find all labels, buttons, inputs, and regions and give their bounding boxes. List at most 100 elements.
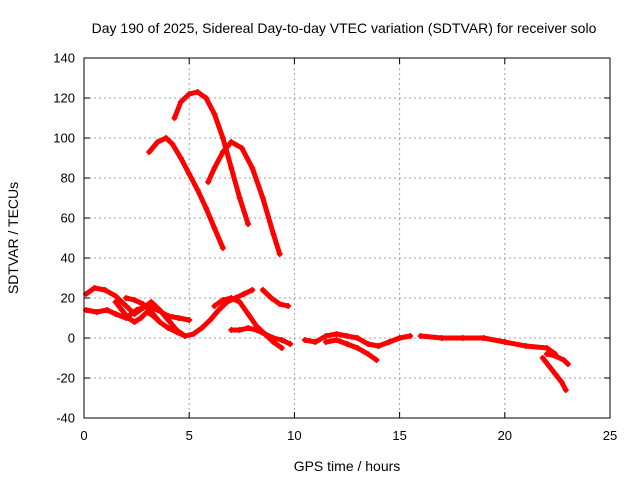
series-arc-16 [543,351,571,367]
data-point [245,325,252,331]
y-tick-label: 40 [61,251,75,266]
data-point [148,299,155,305]
data-point [139,301,146,307]
data-point [270,335,277,341]
data-point [259,287,266,293]
data-point [344,341,350,347]
data-point [562,387,569,393]
series-line [418,333,558,357]
data-point [365,341,372,347]
data-point [219,297,226,303]
series-arc-7 [123,295,188,339]
data-point [322,339,329,345]
series-line [260,287,291,309]
data-point [165,325,172,331]
series-arc-11 [259,287,292,309]
data-point [112,299,119,305]
data-point [396,335,403,341]
data-point [131,297,138,303]
y-tick-label: 120 [53,91,75,106]
data-point [112,293,119,299]
x-tick-label: 10 [287,428,301,443]
data-point [203,95,210,101]
data-point [125,315,132,321]
y-tick-label: 100 [53,131,75,146]
data-point [333,337,340,343]
data-point [407,333,414,339]
data-point [276,301,283,307]
y-tick-label: -40 [56,411,75,426]
x-tick-label: 0 [80,428,87,443]
series-arc-12 [301,331,414,349]
chart-title: Day 190 of 2025, Sidereal Day-to-day VTE… [92,20,597,36]
data-point [198,325,205,331]
data-point [552,353,559,359]
data-point [154,307,161,313]
data-point [156,319,163,325]
y-tick-label: 140 [53,51,75,66]
data-point [522,343,529,349]
data-point [543,351,550,357]
data-point [245,221,252,227]
data-point [205,179,212,185]
data-point [375,343,382,349]
data-point [194,89,201,95]
x-tick-label: 25 [603,428,617,443]
data-point [276,251,283,257]
data-point [238,145,245,151]
data-point [228,139,235,145]
data-point [278,345,285,351]
x-tick-label: 20 [498,428,512,443]
data-point [219,149,226,155]
y-tick-label: 0 [68,331,75,346]
data-series [83,89,571,393]
data-point [211,111,218,117]
data-point [268,295,275,301]
series-line [544,351,571,367]
data-point [207,317,214,323]
data-point [312,339,319,345]
data-point [102,287,109,293]
data-point [146,149,153,155]
data-point [552,371,559,377]
data-point [249,287,256,293]
data-point [104,307,111,313]
data-point [186,317,193,323]
series-arc-8 [181,287,256,339]
data-point [386,339,393,345]
data-point [203,205,210,211]
data-point [173,329,180,335]
x-axis-label: GPS time / hours [294,458,401,474]
data-point [219,135,226,141]
data-point [545,363,552,369]
series-arc-5 [83,303,193,323]
data-point [112,311,119,317]
data-point [287,341,294,347]
series-arc-1 [146,135,226,251]
data-point [228,327,235,333]
series-arc-3 [205,139,283,257]
data-point [190,331,197,337]
data-point [564,361,571,367]
data-point [285,303,292,309]
data-point [245,311,252,317]
data-point [219,245,226,251]
data-point [560,357,567,363]
data-point [236,299,243,305]
data-point [131,319,138,325]
data-point [480,335,487,341]
tick-labels: 0 5 10 15 20 25 -40 -20 0 20 40 60 80 100 120 140 [53,51,617,444]
series-line [146,135,226,251]
series-arc-15 [539,355,569,393]
data-point [118,307,125,313]
data-point [123,303,130,309]
series-arc-10 [228,325,294,347]
data-point [236,195,243,201]
data-point [171,115,178,121]
data-point [91,285,98,291]
data-point [175,315,182,321]
data-point [215,307,222,313]
y-axis-label: SDTVAR / TECUs [5,182,21,294]
data-point [228,165,235,171]
